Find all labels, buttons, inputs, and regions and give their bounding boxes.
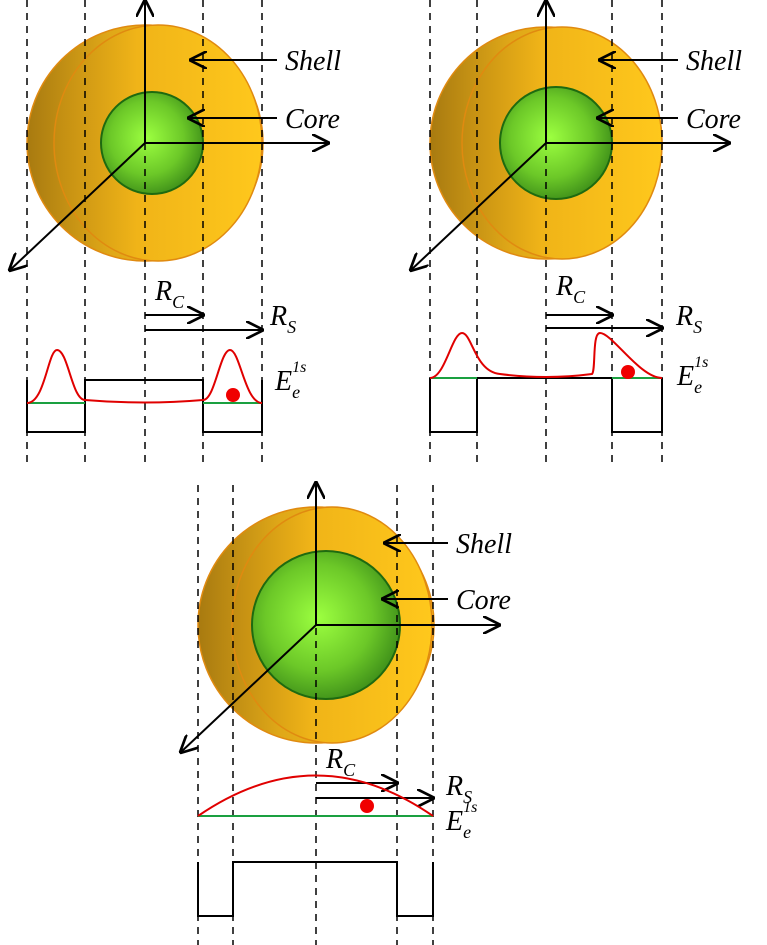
diagram: ShellCoreRCRSEe1sShellCoreRCRSEe1sShellC… bbox=[0, 0, 767, 945]
core-label: Core bbox=[285, 104, 340, 135]
shell-radius-label-symbol: R bbox=[269, 301, 287, 332]
energy-label-subscript: e bbox=[694, 377, 702, 397]
energy-label-superscript: 1s bbox=[463, 799, 477, 816]
shell-radius-label-subscript: S bbox=[287, 317, 296, 337]
core-radius-label-subscript: C bbox=[172, 292, 185, 312]
shell-radius-label-subscript: S bbox=[693, 317, 702, 337]
energy-label: Ee 1s bbox=[274, 359, 306, 402]
core-radius-label: RC bbox=[555, 271, 586, 307]
energy-label-subscript: e bbox=[292, 382, 300, 402]
core-radius-label: RC bbox=[154, 276, 185, 312]
electron bbox=[360, 799, 374, 813]
shell-label: Shell bbox=[456, 529, 512, 560]
energy-label: Ee 1s bbox=[676, 354, 708, 397]
core-radius-label-symbol: R bbox=[555, 271, 573, 302]
core-label: Core bbox=[686, 104, 741, 135]
energy-label-symbol: E bbox=[274, 366, 292, 397]
shell-label: Shell bbox=[285, 46, 341, 77]
core-radius-label-symbol: R bbox=[154, 276, 172, 307]
shell-radius-label: RS bbox=[269, 301, 296, 337]
electron bbox=[621, 365, 635, 379]
shell-radius-label-symbol: R bbox=[445, 771, 463, 802]
core-radius-label: RC bbox=[325, 744, 356, 780]
energy-label-symbol: E bbox=[676, 361, 694, 392]
energy-label-subscript: e bbox=[463, 822, 471, 842]
shell-label: Shell bbox=[686, 46, 742, 77]
energy-label-symbol: E bbox=[445, 806, 463, 837]
energy-label: Ee 1s bbox=[445, 799, 477, 842]
core-radius-label-symbol: R bbox=[325, 744, 343, 775]
core-label: Core bbox=[456, 585, 511, 616]
electron bbox=[226, 388, 240, 402]
shell-radius-label-symbol: R bbox=[675, 301, 693, 332]
wavefunction bbox=[198, 776, 433, 817]
shell-radius-label: RS bbox=[675, 301, 702, 337]
energy-label-superscript: 1s bbox=[292, 359, 306, 376]
energy-label-superscript: 1s bbox=[694, 354, 708, 371]
core-radius-label-subscript: C bbox=[573, 287, 586, 307]
